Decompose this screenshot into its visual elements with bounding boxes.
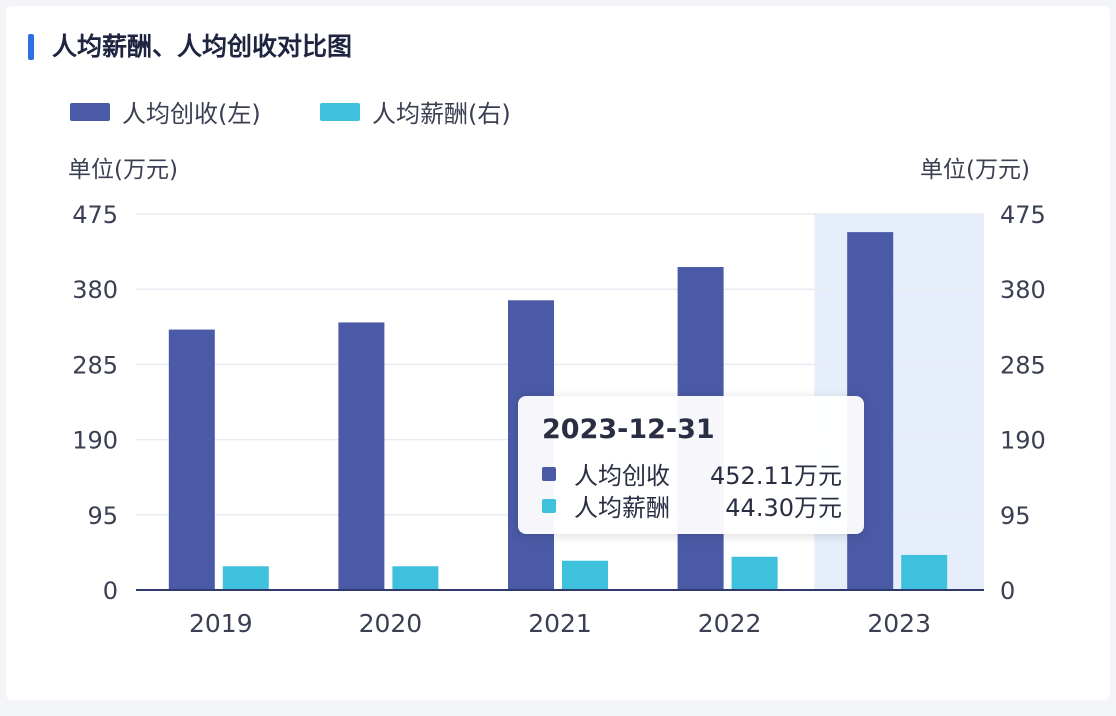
legend-label-salary: 人均薪酬(右) [372,100,511,128]
legend-swatch-salary [320,102,360,121]
unit-label-left: 单位(万元) [68,157,178,183]
tooltip-name-salary: 人均薪酬 [574,494,670,522]
x-tick-label: 2022 [698,609,762,638]
title-accent-bar [28,34,34,60]
y-right-tick-label: 285 [1000,351,1046,379]
bar-salary [901,554,948,590]
y-left-tick-label: 0 [103,577,118,605]
bar-revenue [338,322,385,590]
tooltip-row-salary: 人均薪酬 44.30万元 [542,488,842,523]
tooltip-name-revenue: 人均创收 [574,462,670,490]
y-left-tick-label: 95 [87,502,118,530]
legend-swatch-revenue [70,102,110,121]
bar-salary [731,556,778,590]
legend-label-revenue: 人均创收(左) [122,100,261,128]
y-right-tick-label: 190 [1000,427,1046,455]
y-left-tick-label: 190 [72,427,118,455]
y-right-tick-label: 475 [1000,201,1046,229]
y-right-tick-label: 380 [1000,276,1046,304]
tooltip-marker-revenue [542,466,556,481]
x-tick-label: 2023 [867,609,931,638]
bar-salary [392,566,439,590]
tooltip-date: 2023-12-31 [542,414,715,445]
x-tick-label: 2020 [359,609,423,638]
y-left-tick-label: 475 [72,201,118,229]
unit-label-right: 单位(万元) [920,157,1030,183]
bar-salary [222,566,269,590]
tooltip: 2023-12-31 人均创收 452.11万元 人均薪酬 44.30万元 [518,396,864,534]
x-tick-label: 2021 [528,609,592,638]
tooltip-value-revenue: 452.11万元 [710,462,842,490]
tooltip-row-revenue: 人均创收 452.11万元 [542,456,842,491]
chart-title: 人均薪酬、人均创收对比图 [52,32,353,61]
tooltip-value-salary: 44.30万元 [725,494,842,522]
legend-item-salary[interactable]: 人均薪酬(右) [320,94,511,129]
y-right-tick-label: 95 [1000,502,1031,530]
y-right-tick-label: 0 [1000,577,1015,605]
x-tick-label: 2019 [189,609,253,638]
legend-item-revenue[interactable]: 人均创收(左) [70,94,261,129]
tooltip-marker-salary [542,498,556,513]
bar-salary [562,560,608,590]
bar-revenue [168,329,215,590]
y-left-tick-label: 380 [72,276,118,304]
y-left-tick-label: 285 [72,351,118,379]
